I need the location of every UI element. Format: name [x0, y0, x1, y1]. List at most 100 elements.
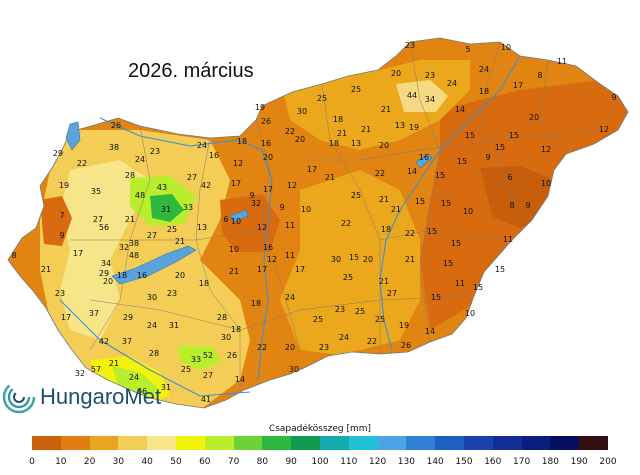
- legend-tick-label: 50: [170, 457, 182, 467]
- station-value: 17: [295, 265, 305, 274]
- station-value: 22: [375, 169, 385, 178]
- hungaromet-swirl-icon: [2, 380, 36, 414]
- station-value: 25: [355, 307, 365, 316]
- station-value: 48: [129, 251, 139, 260]
- station-value: 18: [117, 271, 127, 280]
- station-value: 9: [59, 231, 64, 240]
- station-value: 34: [425, 95, 435, 104]
- legend-swatch: [32, 436, 61, 450]
- station-value: 19: [399, 321, 409, 330]
- station-value: 25: [313, 315, 323, 324]
- station-value: 20: [295, 135, 305, 144]
- legend-swatch: [118, 436, 148, 450]
- station-value: 24: [147, 321, 157, 330]
- station-value: 31: [161, 383, 171, 392]
- station-value: 10: [301, 205, 311, 214]
- legend-tick-label: 30: [112, 457, 125, 467]
- station-value: 23: [319, 343, 329, 352]
- logo-text: HungaroMet: [40, 384, 162, 409]
- station-value: 10: [501, 43, 511, 52]
- station-value: 17: [231, 179, 241, 188]
- station-value: 17: [307, 165, 317, 174]
- station-value: 20: [363, 255, 373, 264]
- station-value: 41: [201, 395, 211, 404]
- station-value: 27: [387, 289, 397, 298]
- station-value: 25: [351, 85, 361, 94]
- legend-swatch: [521, 436, 551, 450]
- station-value: 27: [147, 231, 157, 240]
- tisza-river: [379, 55, 521, 351]
- legend-tick-label: 120: [369, 457, 387, 467]
- station-value: 14: [407, 167, 417, 176]
- legend-tick-label: 70: [227, 457, 240, 467]
- station-value: 7: [59, 211, 64, 220]
- station-value: 21: [337, 129, 347, 138]
- station-value: 42: [99, 337, 109, 346]
- legend-tick-label: 100: [311, 457, 329, 467]
- station-value: 20: [285, 343, 295, 352]
- station-value: 23: [425, 71, 435, 80]
- station-value: 9: [525, 201, 530, 210]
- station-value: 21: [325, 173, 335, 182]
- precip-zone-west-light: [60, 160, 150, 340]
- station-value: 18: [479, 87, 489, 96]
- station-value: 43: [157, 183, 167, 192]
- legend-swatch: [348, 436, 378, 450]
- station-value: 15: [495, 265, 505, 274]
- station-value: 18: [199, 279, 209, 288]
- station-value: 33: [191, 355, 201, 364]
- station-value: 25: [351, 191, 361, 200]
- station-value: 30: [297, 107, 307, 116]
- station-value: 29: [99, 269, 109, 278]
- legend-swatch: [550, 436, 580, 450]
- station-value: 15: [451, 239, 461, 248]
- station-value: 13: [395, 121, 405, 130]
- station-value: 34: [101, 259, 111, 268]
- station-value: 22: [367, 337, 377, 346]
- legend-tick-label: 0: [29, 457, 35, 467]
- station-value: 21: [175, 237, 185, 246]
- legend-swatch: [291, 436, 320, 450]
- station-value: 21: [391, 205, 401, 214]
- station-value: 33: [183, 203, 193, 212]
- legend-tick-label: 90: [285, 457, 297, 467]
- station-value: 8: [537, 71, 542, 80]
- station-value: 10: [229, 245, 239, 254]
- station-value: 26: [261, 117, 271, 126]
- legend-tick-label: 110: [340, 457, 358, 467]
- station-value: 52: [203, 351, 213, 360]
- drava-river: [59, 299, 251, 397]
- station-value: 21: [405, 255, 415, 264]
- legend-swatch: [60, 436, 90, 450]
- legend-tick-label: 40: [141, 457, 153, 467]
- station-value: 11: [285, 251, 295, 260]
- station-value: 16: [263, 243, 273, 252]
- station-value: 22: [405, 229, 415, 238]
- legend-tick-label: 180: [541, 457, 559, 467]
- station-value: 8: [11, 251, 16, 260]
- station-value: 29: [53, 149, 63, 158]
- station-value: 22: [257, 343, 267, 352]
- station-value: 12: [257, 223, 267, 232]
- station-value: 19: [409, 123, 419, 132]
- station-value: 30: [221, 333, 231, 342]
- station-value: 15: [431, 293, 441, 302]
- station-value: 18: [333, 115, 343, 124]
- station-value: 15: [465, 131, 475, 140]
- danube-river: [99, 117, 273, 381]
- legend-swatch: [377, 436, 407, 450]
- station-value: 13: [197, 223, 207, 232]
- station-value: 25: [375, 315, 385, 324]
- station-value: 21: [229, 267, 239, 276]
- station-value: 32: [119, 243, 129, 252]
- station-value: 21: [125, 215, 135, 224]
- station-value: 27: [187, 173, 197, 182]
- station-value: 15: [415, 197, 425, 206]
- legend-swatch: [406, 436, 436, 450]
- station-value: 24: [197, 141, 207, 150]
- station-value: 18: [237, 137, 247, 146]
- map-title: 2026. március: [128, 60, 254, 82]
- legend-swatch: [463, 436, 493, 450]
- precip-zone-center: [280, 170, 420, 355]
